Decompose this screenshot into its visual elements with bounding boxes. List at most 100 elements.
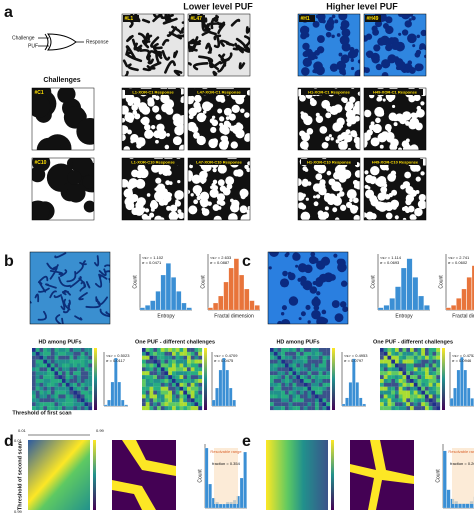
- label: e: [242, 433, 251, 450]
- dot: [371, 55, 380, 64]
- heat-cell: [428, 382, 433, 387]
- heat-cell: [300, 382, 304, 387]
- dot: [377, 37, 386, 46]
- dot: [305, 33, 310, 38]
- blob: [127, 129, 132, 135]
- stripe: [105, 311, 110, 316]
- dot: [279, 278, 290, 288]
- label: PUF: [28, 43, 38, 49]
- stripe: [49, 266, 58, 280]
- stripe: [55, 314, 62, 324]
- heat-cell: [383, 367, 388, 372]
- heat-cell: [153, 348, 158, 352]
- label: Lower level PUF: [183, 1, 253, 11]
- heat-cell: [47, 371, 51, 376]
- heat-cell: [421, 363, 426, 368]
- heat-cell: [421, 371, 426, 376]
- pattern-image: [268, 252, 348, 324]
- stripe: [108, 278, 110, 283]
- blob: [317, 182, 326, 191]
- heat-cell: [383, 394, 388, 399]
- heat-cell: [307, 406, 312, 411]
- heat-cell: [425, 359, 429, 364]
- blob: [196, 112, 207, 123]
- heat-cell: [288, 375, 293, 380]
- heat-cell: [425, 398, 429, 403]
- blob: [169, 204, 178, 213]
- heat-cell: [77, 371, 81, 376]
- heat-cell: [391, 390, 396, 395]
- hist-bar: [243, 451, 247, 509]
- heat-cell: [58, 371, 63, 376]
- stripe: [168, 31, 183, 40]
- heat-cell: [32, 355, 36, 360]
- heat-cell: [35, 348, 40, 352]
- stripe: [78, 292, 88, 301]
- heat-cell: [281, 406, 286, 411]
- heat-cell: [35, 355, 40, 360]
- blob: [230, 203, 240, 213]
- heat-cell: [164, 363, 169, 368]
- blob: [364, 132, 371, 142]
- heat-cell: [292, 355, 297, 360]
- heat-cell: [270, 371, 274, 376]
- stripe: [225, 42, 235, 47]
- blob: [32, 95, 51, 118]
- heat-cell: [54, 363, 59, 368]
- dot: [387, 54, 397, 64]
- heat-cell: [175, 402, 180, 407]
- blob: [315, 194, 321, 199]
- heat-cell: [307, 398, 312, 403]
- heat-cell: [406, 390, 411, 395]
- pattern-image: [364, 14, 426, 76]
- heat-cell: [413, 394, 418, 399]
- heat-cell: [432, 402, 437, 407]
- blob: [300, 214, 306, 220]
- heat-cell: [387, 379, 392, 383]
- heat-cell: [32, 402, 36, 407]
- blob: [349, 96, 356, 103]
- heat-cell: [149, 394, 154, 399]
- heat-cell: [303, 406, 308, 411]
- blob: [125, 94, 135, 104]
- heat-cell: [149, 382, 154, 387]
- blob: [415, 176, 421, 182]
- heat-cell: [292, 394, 297, 399]
- heat-cell: [187, 402, 191, 407]
- blob: [319, 126, 328, 134]
- blob: [321, 142, 329, 149]
- heat-cell: [43, 386, 48, 391]
- heat-cell: [311, 402, 316, 407]
- heat-cell: [383, 379, 388, 383]
- stripe: [62, 302, 71, 314]
- heat-cell: [398, 382, 403, 387]
- heat-cell: [149, 398, 154, 403]
- stripe: [61, 317, 64, 324]
- blob: [66, 183, 86, 203]
- heat-cell: [142, 406, 146, 411]
- heat-cell: [179, 355, 184, 360]
- heat-cell: [164, 355, 169, 360]
- blob: [219, 124, 229, 134]
- heat-cell: [73, 371, 78, 376]
- heat-cell: [326, 398, 331, 403]
- blob: [150, 124, 156, 130]
- heat-cell: [380, 390, 384, 395]
- dot: [398, 32, 402, 36]
- heat-cell: [43, 394, 48, 399]
- tag: #L47: [191, 16, 203, 22]
- heat-cell: [402, 386, 407, 391]
- heat-cell: [47, 398, 51, 403]
- blob: [309, 97, 315, 103]
- heat-cell: [402, 371, 407, 376]
- heat-cell: [398, 375, 403, 380]
- heat-cell: [149, 406, 154, 411]
- heat-cell: [383, 375, 388, 380]
- heat-cell: [35, 363, 40, 368]
- heat-cell: [270, 359, 274, 364]
- heat-cell: [285, 406, 289, 411]
- heat-cell: [160, 379, 165, 383]
- heat-cell: [383, 398, 388, 403]
- hist-bar: [225, 369, 229, 407]
- heat-cell: [160, 394, 165, 399]
